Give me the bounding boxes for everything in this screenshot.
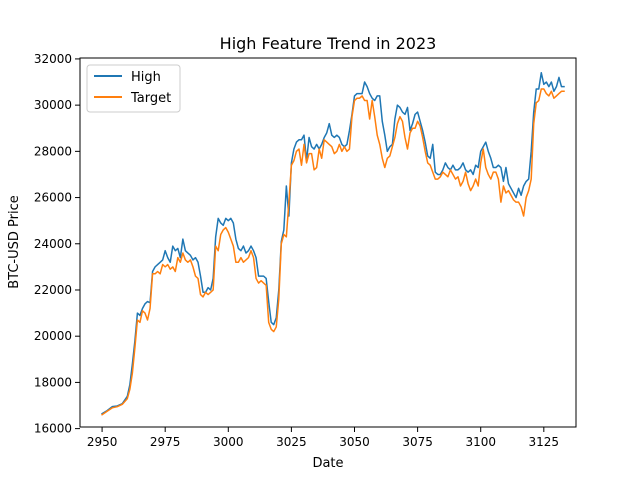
y-axis: 16000 18000 20000 22000 24000 26000 28000 30000…: [34, 52, 80, 436]
chart-title: High Feature Trend in 2023: [220, 34, 437, 53]
y-tick-label: 32000: [34, 52, 72, 66]
legend-label-high: High: [131, 70, 161, 85]
y-tick-label: 22000: [34, 283, 72, 297]
series-line-target: [101, 88, 565, 416]
y-axis-label: BTC-USD Price: [7, 195, 22, 289]
x-tick-label: 2950: [87, 435, 118, 449]
x-tick-label: 3000: [213, 435, 244, 449]
x-tick-label: 3100: [465, 435, 496, 449]
y-tick-label: 28000: [34, 144, 72, 158]
legend: High Target: [86, 64, 181, 113]
y-tick-label: 16000: [34, 422, 72, 436]
series-layer: [101, 72, 565, 416]
y-tick-label: 26000: [34, 191, 72, 205]
x-tick-label: 3050: [339, 435, 370, 449]
x-tick-label: 3025: [276, 435, 307, 449]
x-axis: 2950 2975 3000 3025 3050 3075 3100 3125: [87, 427, 559, 449]
x-tick-label: 3125: [529, 435, 560, 449]
series-line-high: [101, 72, 565, 415]
x-axis-label: Date: [312, 456, 343, 471]
legend-label-target: Target: [130, 91, 171, 106]
plot-frame: [79, 57, 577, 428]
y-tick-label: 30000: [34, 98, 72, 112]
x-tick-label: 2975: [150, 435, 181, 449]
y-tick-label: 24000: [34, 237, 72, 251]
y-tick-label: 20000: [34, 329, 72, 343]
x-tick-label: 3075: [402, 435, 433, 449]
y-tick-label: 18000: [34, 375, 72, 389]
